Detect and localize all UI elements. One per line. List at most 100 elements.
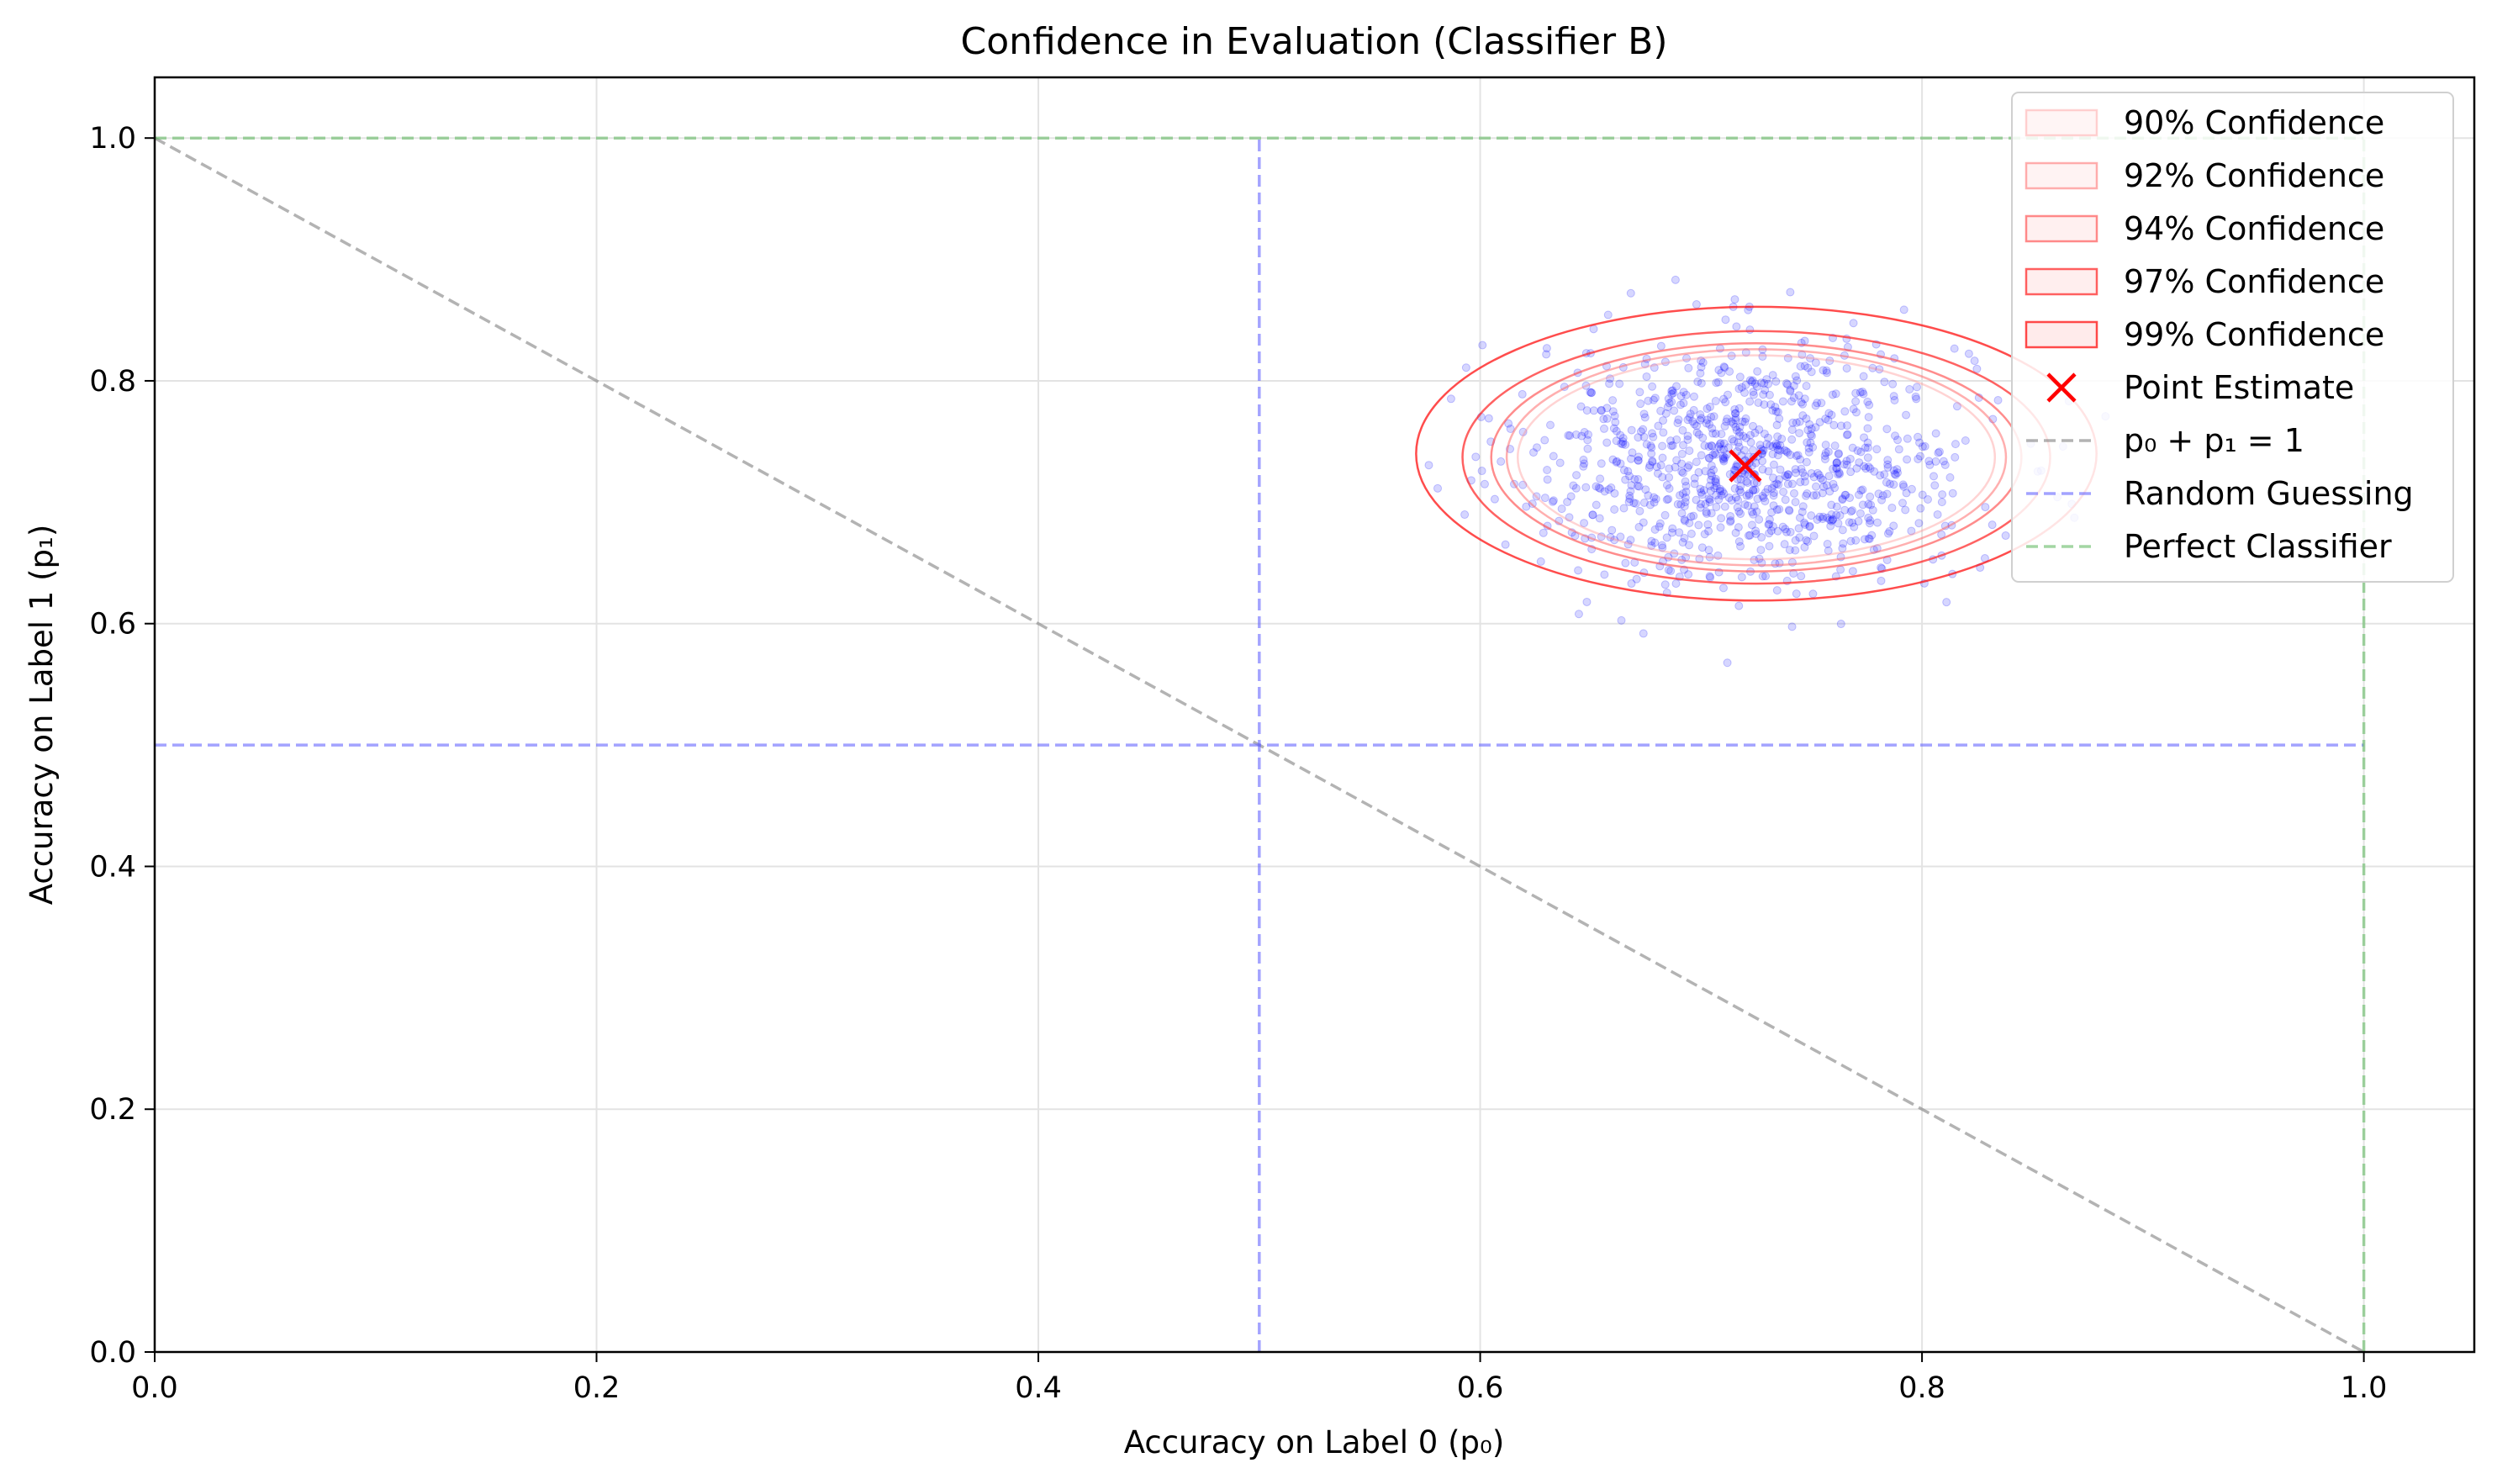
sample-point <box>1902 410 1911 420</box>
sample-point <box>1836 565 1845 574</box>
sample-point <box>1612 457 1621 467</box>
sample-point <box>1914 454 1923 463</box>
sample-point <box>1721 315 1730 325</box>
sample-point <box>1599 415 1608 424</box>
sample-point <box>1735 427 1745 436</box>
sample-point <box>1719 489 1729 499</box>
sample-point <box>1780 540 1789 549</box>
sample-point <box>1948 489 1957 498</box>
sample-point <box>1827 410 1836 420</box>
sample-point <box>1891 431 1900 441</box>
sample-point <box>1697 378 1706 388</box>
sample-point <box>1782 446 1791 456</box>
sample-point <box>1697 414 1706 423</box>
sample-point <box>1858 387 1867 396</box>
sample-point <box>1569 481 1578 490</box>
sample-point <box>1784 470 1793 479</box>
sample-point <box>1771 559 1780 568</box>
sample-point <box>1771 439 1781 448</box>
sample-point <box>1634 522 1644 531</box>
sample-point <box>1894 445 1903 454</box>
sample-point <box>1806 430 1815 439</box>
sample-point <box>1870 467 1879 476</box>
sample-point <box>1648 457 1657 466</box>
sample-point <box>1587 388 1597 397</box>
sample-point <box>1882 425 1892 434</box>
sample-point <box>1717 491 1726 500</box>
sample-point <box>1697 356 1706 365</box>
sample-point <box>1677 509 1687 518</box>
sample-point <box>1745 430 1755 440</box>
sample-point <box>1597 532 1606 541</box>
sample-point <box>1865 400 1874 409</box>
sample-point <box>1588 510 1597 520</box>
sample-point <box>1786 527 1795 536</box>
sample-point <box>1831 389 1840 399</box>
sample-point <box>1712 378 1721 388</box>
sample-point <box>1697 362 1706 372</box>
sample-point <box>1792 376 1802 385</box>
sample-point <box>1586 388 1595 397</box>
sample-point <box>1710 483 1719 493</box>
sample-point <box>1798 507 1807 516</box>
sample-point <box>1786 387 1795 396</box>
sample-point <box>1690 473 1699 483</box>
sample-point <box>1597 406 1606 415</box>
sample-point <box>1792 418 1801 427</box>
sample-point <box>1893 465 1902 474</box>
sample-point <box>1819 482 1829 491</box>
sample-point <box>1711 477 1720 486</box>
sample-point <box>1775 414 1784 423</box>
sample-point <box>1824 546 1833 555</box>
sample-point <box>1670 406 1679 415</box>
sample-point <box>1680 515 1689 524</box>
sample-point <box>1761 497 1770 506</box>
sample-point <box>1750 428 1760 437</box>
sample-point <box>1736 475 1745 484</box>
sample-point <box>1798 399 1808 409</box>
sample-point <box>1555 458 1565 467</box>
sample-point <box>1758 491 1767 500</box>
sample-point <box>1678 538 1687 547</box>
sample-point <box>1540 436 1549 445</box>
sample-point <box>1767 508 1776 517</box>
sample-point <box>1731 493 1740 502</box>
sample-point <box>1681 516 1690 525</box>
sample-point <box>1683 435 1692 444</box>
sample-point <box>1681 477 1690 486</box>
sample-point <box>1490 494 1499 504</box>
sample-point <box>1893 436 1903 445</box>
sample-point <box>1712 503 1721 512</box>
sample-point <box>1726 511 1735 520</box>
sample-point <box>1899 482 1908 491</box>
sample-point <box>1785 506 1794 515</box>
sample-point <box>1733 460 1742 469</box>
sample-point <box>1840 505 1850 515</box>
sample-point <box>1662 533 1671 542</box>
sample-point <box>1714 495 1724 504</box>
sample-point <box>1688 417 1697 426</box>
sample-point <box>1889 392 1898 401</box>
sample-point <box>1716 439 1725 448</box>
sample-point <box>1702 507 1711 516</box>
x-tick-label: 1.0 <box>2341 1371 2388 1405</box>
sample-point <box>1671 462 1680 472</box>
sample-point <box>1471 452 1481 462</box>
sample-point <box>1758 572 1767 581</box>
sample-point <box>1613 457 1622 466</box>
sample-point <box>1657 541 1666 550</box>
sample-point <box>1798 411 1808 420</box>
sample-point <box>1761 488 1770 497</box>
sample-point <box>1719 445 1729 454</box>
sample-point <box>1863 424 1872 433</box>
sample-point <box>1673 419 1682 428</box>
sample-point <box>1864 462 1873 472</box>
sample-point <box>1734 431 1744 441</box>
sample-point <box>1542 344 1551 353</box>
sample-point <box>1923 495 1932 504</box>
sample-point <box>1878 491 1887 500</box>
sample-point <box>1654 421 1663 430</box>
sample-point <box>1756 546 1766 555</box>
sample-point <box>1834 450 1843 459</box>
sample-point <box>1786 451 1795 460</box>
